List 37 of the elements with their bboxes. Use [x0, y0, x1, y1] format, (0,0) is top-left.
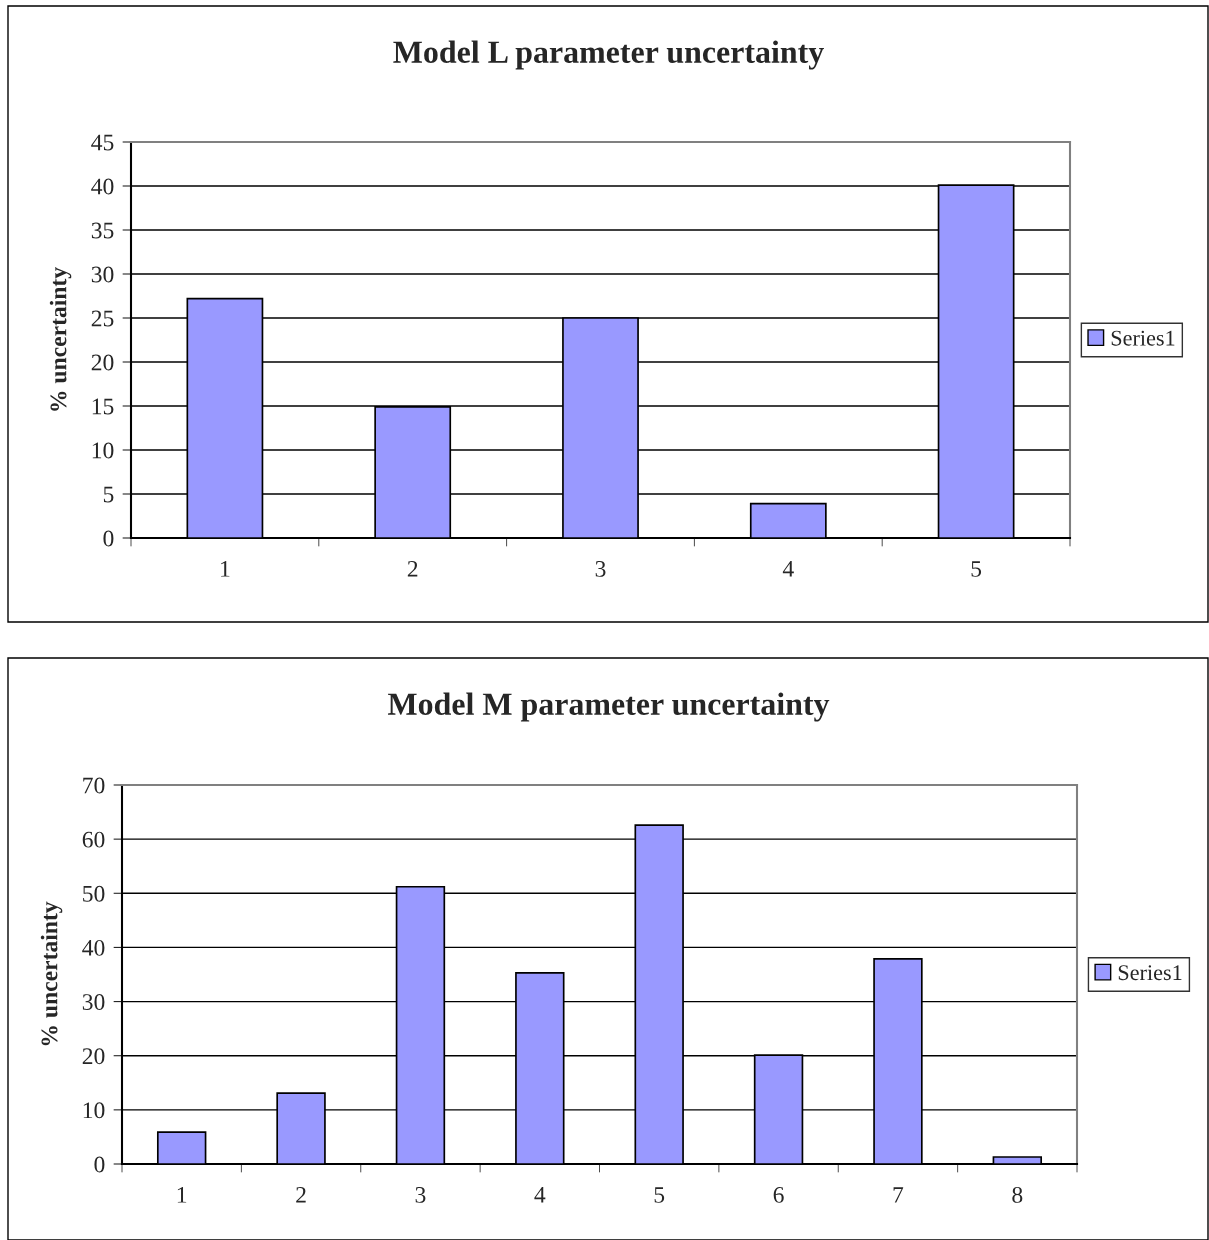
- legend-label: Series1: [1118, 965, 1182, 981]
- y-tick-label: 20: [91, 354, 114, 371]
- x-tick-label: 4: [782, 561, 794, 577]
- x-tick-label: 3: [595, 560, 606, 577]
- x-tick-label: 2: [407, 560, 418, 577]
- x-tick-label: 7: [893, 1187, 904, 1203]
- x-tick-label: 4: [534, 1187, 546, 1203]
- x-tick-label: 2: [296, 1186, 306, 1203]
- y-tick-label: 15: [92, 398, 114, 415]
- legend-label: Series1: [1111, 330, 1175, 346]
- x-tick-label: 1: [177, 1187, 187, 1203]
- x-tick-label: 1: [221, 561, 230, 577]
- x-tick-label: 3: [415, 1186, 426, 1203]
- y-axis-title: % uncertainty: [40, 901, 63, 1046]
- y-tick-label: 50: [83, 885, 105, 902]
- y-tick-label: 35: [91, 222, 114, 239]
- y-tick-label: 30: [82, 994, 105, 1010]
- x-tick-label: 5: [654, 1187, 665, 1203]
- y-tick-label: 0: [103, 530, 114, 547]
- y-tick-label: 30: [91, 266, 114, 283]
- y-tick-label: 40: [82, 939, 105, 956]
- y-tick-label: 10: [83, 1102, 105, 1119]
- y-tick-label: 0: [94, 1156, 105, 1173]
- x-tick-label: 5: [971, 561, 982, 577]
- y-tick-label: 20: [82, 1048, 105, 1065]
- y-tick-label: 10: [92, 442, 114, 459]
- x-tick-label: 8: [1012, 1186, 1023, 1203]
- chart-title: Model M parameter uncertainty: [388, 692, 830, 722]
- y-tick-label: 70: [83, 777, 105, 794]
- x-tick-label: 6: [773, 1186, 784, 1203]
- y-tick-label: 25: [91, 310, 114, 327]
- y-tick-label: 45: [91, 134, 114, 151]
- y-tick-label: 60: [82, 831, 105, 848]
- chart-title: Model L parameter uncertainty: [393, 40, 824, 70]
- y-tick-label: 5: [103, 486, 114, 503]
- y-axis-title: % uncertainty: [49, 267, 72, 411]
- y-tick-label: 40: [91, 178, 114, 195]
